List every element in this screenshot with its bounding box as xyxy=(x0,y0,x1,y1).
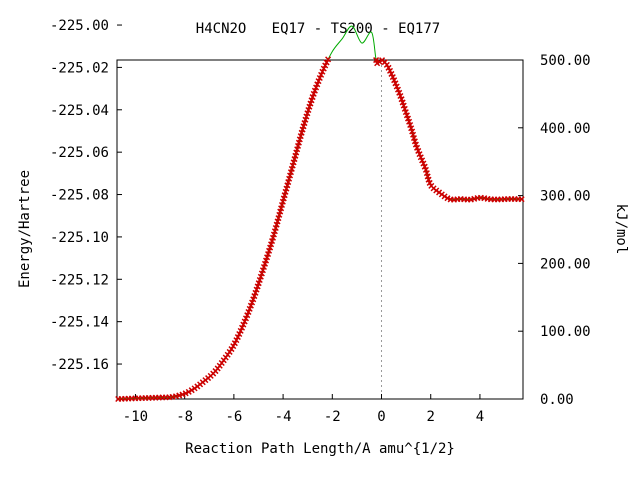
data-point xyxy=(394,86,402,93)
y-axis-ticks: -225.16 -225.14 -225.12 -225.10 -225.08 -225.… xyxy=(50,18,122,373)
data-point xyxy=(420,160,427,167)
data-point xyxy=(386,67,394,74)
y-tick-label: -225.14 xyxy=(50,315,109,331)
x-tick-label: 2 xyxy=(427,409,435,425)
y2-tick-label: 300.00 xyxy=(540,189,591,205)
data-point xyxy=(315,78,322,85)
data-point xyxy=(318,71,325,78)
data-point xyxy=(228,346,235,353)
data-point xyxy=(383,61,390,68)
data-point xyxy=(185,388,192,395)
data-point xyxy=(416,151,423,158)
data-point xyxy=(419,157,426,164)
y2-axis-label: kJ/mol xyxy=(613,204,629,255)
x-tick-label: -8 xyxy=(176,409,193,425)
data-point xyxy=(231,340,238,347)
data-point xyxy=(385,64,392,71)
y-tick-label: -225.04 xyxy=(50,103,109,119)
data-point xyxy=(241,318,248,325)
data-point xyxy=(388,70,395,77)
data-point xyxy=(319,68,326,75)
data-point xyxy=(316,74,323,82)
data-point xyxy=(244,312,251,319)
data-point xyxy=(426,179,433,186)
data-point xyxy=(415,147,422,154)
data-point xyxy=(237,327,244,334)
data-point xyxy=(182,390,189,397)
x-tick-label: 4 xyxy=(476,409,484,425)
y-axis-label: Energy/Hartree xyxy=(17,170,33,288)
x-tick-label: 0 xyxy=(377,409,385,425)
y2-tick-label: 200.00 xyxy=(540,256,591,272)
data-point xyxy=(320,65,327,72)
data-point xyxy=(444,195,451,202)
data-point xyxy=(242,315,249,322)
x-tick-label: -10 xyxy=(123,409,148,425)
data-point xyxy=(441,193,448,200)
data-point xyxy=(314,81,321,88)
data-point xyxy=(230,343,237,350)
data-point xyxy=(233,337,240,344)
data-point xyxy=(417,154,424,161)
data-point xyxy=(322,62,329,69)
y-tick-label: -225.08 xyxy=(50,188,109,204)
data-point xyxy=(391,77,398,84)
chart-title: H4CN2O EQ17 - TS200 - EQ177 xyxy=(196,21,440,37)
y-tick-label: -225.12 xyxy=(50,272,109,288)
y-tick-label: -225.00 xyxy=(50,18,109,34)
data-point xyxy=(325,56,332,63)
y-tick-label: -225.10 xyxy=(50,230,109,246)
data-point xyxy=(236,330,243,338)
x-tick-label: -4 xyxy=(275,409,292,425)
y-tick-label: -225.06 xyxy=(50,145,109,161)
x-tick-label: -6 xyxy=(225,409,242,425)
plot-frame xyxy=(116,59,524,400)
y-tick-label: -225.16 xyxy=(50,357,109,373)
y2-axis-ticks: 0.00 100.00 200.00 300.00 400.00 500.00 xyxy=(518,53,591,408)
data-point xyxy=(393,83,400,90)
data-point xyxy=(518,196,525,203)
data-point xyxy=(234,334,241,341)
data-point xyxy=(389,74,396,81)
series-layer xyxy=(115,25,525,403)
y2-tick-label: 100.00 xyxy=(540,324,591,340)
y2-tick-label: 500.00 xyxy=(540,53,591,69)
y2-tick-label: 0.00 xyxy=(540,392,574,408)
x-axis-ticks: -10 -8 -6 -4 -2 0 2 4 xyxy=(123,394,484,425)
y2-tick-label: 400.00 xyxy=(540,121,591,137)
x-tick-label: -2 xyxy=(324,409,341,425)
data-point xyxy=(323,59,330,66)
data-point xyxy=(238,324,246,331)
data-point xyxy=(392,80,399,87)
y-tick-label: -225.02 xyxy=(50,60,109,76)
data-point xyxy=(240,321,247,328)
x-axis-label: Reaction Path Length/A amu^{1/2} xyxy=(185,441,455,457)
